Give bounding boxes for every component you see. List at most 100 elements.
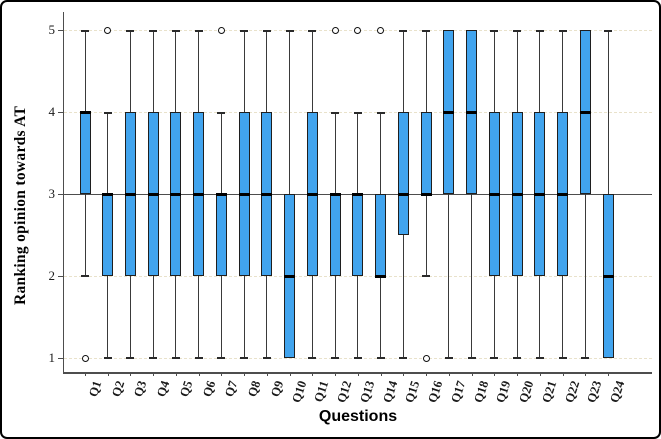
x-tick-mark xyxy=(585,372,587,376)
box-Q13 xyxy=(352,194,364,276)
upper-whisker-Q24 xyxy=(607,30,609,194)
median-Q3 xyxy=(124,192,136,196)
upper-whisker-cap-Q14 xyxy=(376,112,385,114)
upper-whisker-cap-Q9 xyxy=(262,30,271,32)
upper-whisker-Q11 xyxy=(311,30,313,112)
upper-whisker-Q19 xyxy=(493,30,495,112)
lower-whisker-Q13 xyxy=(357,276,359,358)
x-tick-mark xyxy=(448,372,450,376)
box-Q16 xyxy=(420,112,432,194)
median-Q12 xyxy=(329,192,341,196)
lower-whisker-cap-Q21 xyxy=(535,357,544,359)
x-axis-title: Questions xyxy=(318,408,398,425)
x-tick-label: Q11 xyxy=(311,379,332,404)
x-tick-mark xyxy=(289,372,291,376)
median-Q19 xyxy=(488,192,500,196)
lower-whisker-Q22 xyxy=(562,276,564,358)
upper-whisker-cap-Q3 xyxy=(126,30,135,32)
lower-whisker-Q20 xyxy=(516,276,518,358)
x-tick-label: Q24 xyxy=(607,379,628,405)
x-tick-mark xyxy=(380,372,382,376)
upper-whisker-cap-Q16 xyxy=(422,30,431,32)
median-Q15 xyxy=(397,192,409,196)
upper-whisker-Q22 xyxy=(562,30,564,112)
lower-whisker-cap-Q20 xyxy=(513,357,522,359)
x-tick-label: Q3 xyxy=(131,379,150,399)
lower-whisker-cap-Q14 xyxy=(376,357,385,359)
x-tick-mark xyxy=(153,372,155,376)
x-tick-label: Q6 xyxy=(199,379,219,399)
upper-whisker-cap-Q6 xyxy=(194,30,203,32)
lower-whisker-Q11 xyxy=(311,276,313,358)
lower-whisker-cap-Q12 xyxy=(331,357,340,359)
y-axis-title: Ranking opinion towards AT xyxy=(12,105,29,305)
x-tick-label: Q2 xyxy=(108,379,128,399)
upper-whisker-cap-Q8 xyxy=(240,30,249,32)
lower-whisker-Q4 xyxy=(152,276,154,358)
x-tick-mark xyxy=(335,372,337,376)
median-Q21 xyxy=(534,192,546,196)
lower-whisker-Q5 xyxy=(175,276,177,358)
median-Q14 xyxy=(375,274,387,278)
x-tick-mark xyxy=(517,372,519,376)
x-tick-mark xyxy=(266,372,268,376)
upper-whisker-Q9 xyxy=(266,30,268,112)
x-tick-mark xyxy=(175,372,177,376)
lower-whisker-Q6 xyxy=(198,276,200,358)
lower-whisker-cap-Q17 xyxy=(444,357,453,359)
y-tick-label: 3 xyxy=(48,186,56,201)
median-Q16 xyxy=(420,192,432,196)
x-tick-label: Q9 xyxy=(267,379,287,399)
lower-whisker-cap-Q23 xyxy=(581,357,590,359)
upper-whisker-Q14 xyxy=(380,112,382,194)
upper-whisker-cap-Q22 xyxy=(558,30,567,32)
median-Q20 xyxy=(511,192,523,196)
box-Q2 xyxy=(102,194,114,276)
x-tick-label: Q1 xyxy=(86,379,105,399)
outlier-Q16 xyxy=(422,354,430,362)
lower-whisker-Q16 xyxy=(425,194,427,276)
upper-whisker-cap-Q5 xyxy=(171,30,180,32)
x-tick-label: Q13 xyxy=(357,379,378,405)
upper-whisker-Q6 xyxy=(198,30,200,112)
x-tick-label: Q8 xyxy=(245,379,264,399)
x-tick-mark xyxy=(494,372,496,376)
x-tick-mark xyxy=(198,372,200,376)
x-tick-label: Q17 xyxy=(447,379,469,405)
x-tick-mark xyxy=(471,372,473,376)
upper-whisker-cap-Q11 xyxy=(308,30,317,32)
lower-whisker-cap-Q19 xyxy=(490,357,499,359)
y-tick-mark xyxy=(58,358,64,359)
lower-whisker-Q14 xyxy=(380,276,382,358)
median-Q13 xyxy=(352,192,364,196)
lower-whisker-cap-Q6 xyxy=(194,357,203,359)
x-tick-label: Q23 xyxy=(584,379,605,405)
y-tick-mark xyxy=(58,194,64,195)
upper-whisker-cap-Q20 xyxy=(513,30,522,32)
x-tick-mark xyxy=(562,372,564,376)
upper-whisker-cap-Q19 xyxy=(490,30,499,32)
lower-whisker-cap-Q7 xyxy=(217,357,226,359)
upper-whisker-cap-Q12 xyxy=(331,112,340,114)
upper-whisker-cap-Q21 xyxy=(535,30,544,32)
x-axis-line xyxy=(62,372,652,374)
lower-whisker-Q7 xyxy=(220,276,222,358)
box-Q1 xyxy=(79,112,91,194)
upper-whisker-Q4 xyxy=(152,30,154,112)
upper-whisker-Q1 xyxy=(84,30,86,112)
x-tick-mark xyxy=(85,372,86,376)
lower-whisker-cap-Q16 xyxy=(422,275,431,277)
lower-whisker-cap-Q18 xyxy=(467,357,476,359)
x-tick-mark xyxy=(539,372,541,376)
lower-whisker-cap-Q15 xyxy=(399,357,408,359)
median-Q7 xyxy=(215,192,227,196)
outlier-Q12 xyxy=(331,26,339,34)
x-tick-label: Q20 xyxy=(516,379,537,405)
y-tick-label: 2 xyxy=(48,268,56,283)
gridline-y1 xyxy=(64,358,652,359)
upper-whisker-Q20 xyxy=(516,30,518,112)
x-tick-mark xyxy=(312,372,314,376)
x-tick-mark xyxy=(403,372,405,376)
lower-whisker-Q15 xyxy=(402,235,404,358)
median-Q6 xyxy=(193,192,205,196)
